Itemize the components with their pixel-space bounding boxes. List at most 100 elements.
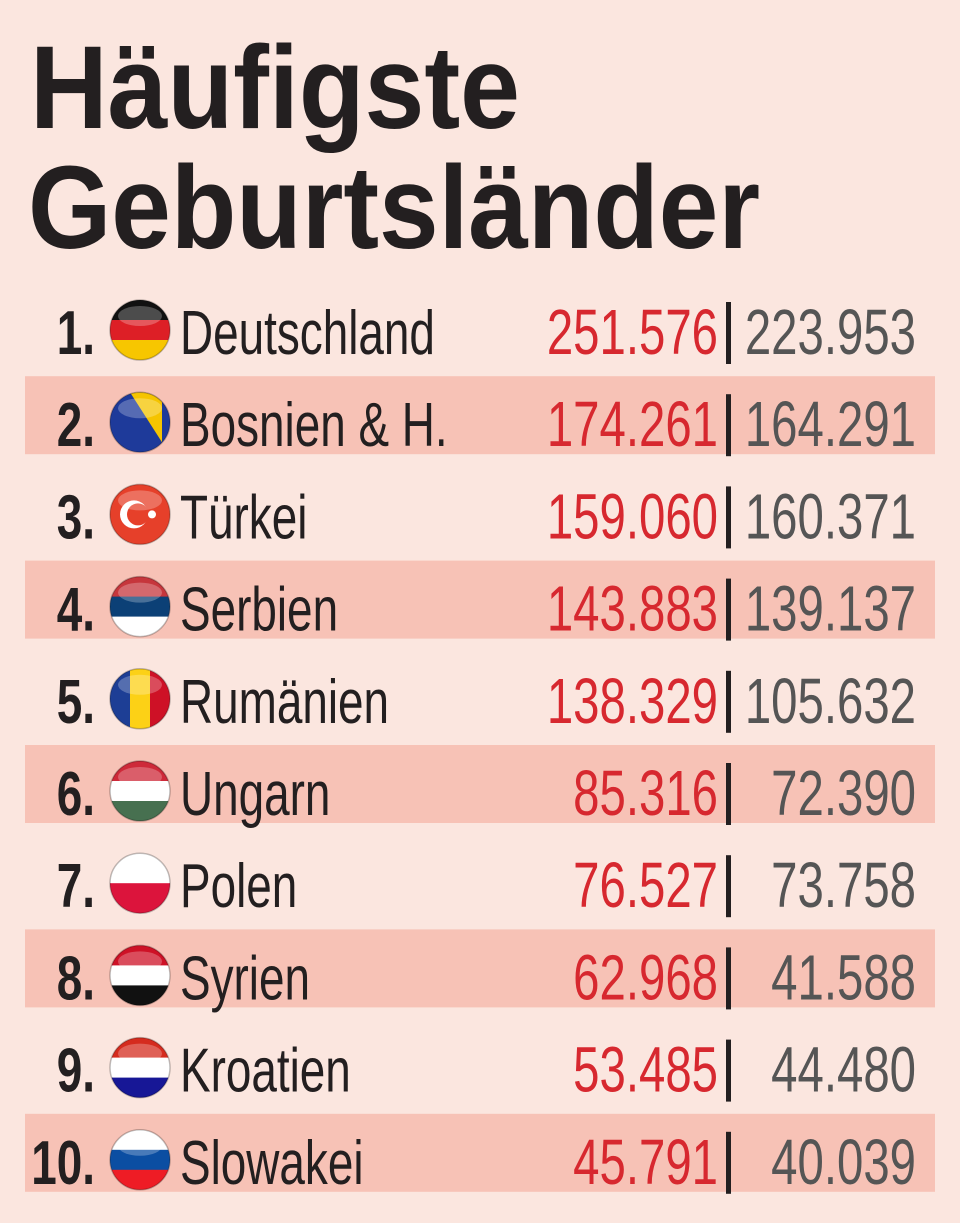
value-current: 85.316 — [573, 757, 718, 829]
flag — [110, 484, 170, 545]
flag-rim — [109, 483, 171, 546]
flag-rim — [109, 1036, 171, 1099]
rank: 5. — [57, 667, 95, 736]
flag-stripe — [110, 340, 170, 360]
country-name: Rumänien — [180, 667, 389, 736]
value-current: 174.261 — [547, 388, 718, 460]
flag-gloss — [118, 1135, 162, 1156]
separator — [726, 486, 731, 549]
separator — [726, 394, 731, 457]
flag-stripe — [110, 1077, 170, 1098]
value-previous: 139.137 — [745, 573, 916, 645]
row-highlight — [25, 560, 935, 639]
value-current: 53.485 — [573, 1034, 718, 1106]
rank: 8. — [57, 944, 95, 1013]
row-highlight — [25, 1113, 935, 1192]
flag-rim — [109, 852, 171, 914]
value-previous: 164.291 — [745, 388, 916, 460]
country-name: Slowakei — [180, 1128, 364, 1197]
flag-stripe — [110, 1037, 170, 1059]
flag-stripe — [110, 1057, 170, 1079]
flag-stripe — [110, 781, 170, 802]
separator — [726, 578, 731, 641]
flag-stripe — [110, 1129, 170, 1151]
flag-stripe — [110, 985, 170, 1006]
value-current: 45.791 — [573, 1126, 718, 1198]
value-previous: 41.588 — [771, 941, 916, 1013]
flag-gloss — [118, 306, 162, 326]
flag-stripe — [110, 320, 170, 341]
flag-stripe — [110, 1169, 170, 1190]
rank: 9. — [57, 1036, 95, 1105]
flag — [110, 576, 170, 637]
flag-rim — [109, 575, 171, 638]
flag-stripe — [110, 801, 170, 821]
separator — [726, 302, 731, 364]
flag-stripe — [110, 616, 170, 637]
flag-stripe — [110, 596, 170, 618]
country-name: Deutschland — [180, 298, 435, 367]
row-highlight — [25, 745, 935, 823]
table: 1. Deutschland 251.576 223.953 2. Bosnien & H… — [25, 296, 935, 1197]
flag — [110, 1037, 170, 1098]
flag-stripe — [110, 668, 131, 729]
flag — [110, 761, 170, 821]
flag-gloss — [118, 767, 162, 787]
country-name: Türkei — [180, 483, 307, 552]
flag-gloss — [118, 1043, 162, 1064]
value-previous: 73.758 — [771, 849, 916, 921]
flag-gloss — [118, 582, 162, 603]
rank: 1. — [57, 298, 95, 367]
flag-gloss — [118, 951, 162, 972]
flag-rim — [109, 299, 171, 361]
flag-stripe — [110, 965, 170, 986]
flag-stripe — [110, 576, 170, 598]
value-current: 143.883 — [547, 573, 718, 645]
flag-rim — [109, 944, 171, 1007]
flag-crescent — [127, 503, 149, 526]
value-current: 76.527 — [573, 849, 718, 921]
rank: 2. — [57, 390, 95, 459]
flag-gloss — [118, 490, 162, 511]
value-current: 159.060 — [547, 480, 718, 552]
flag-rim — [109, 391, 171, 453]
flag-stripe — [150, 668, 170, 729]
flag — [110, 668, 170, 729]
separator — [726, 670, 731, 733]
country-name: Serbien — [180, 575, 338, 644]
rank: 10. — [31, 1128, 95, 1197]
rank: 7. — [57, 851, 95, 920]
value-current: 251.576 — [547, 296, 718, 368]
rank: 3. — [57, 483, 95, 552]
flag-star — [148, 510, 156, 519]
country-name: Syrien — [180, 944, 310, 1013]
flag-stripe — [110, 1149, 170, 1171]
flag-rim — [109, 760, 171, 822]
value-previous: 72.390 — [771, 757, 916, 829]
row-highlight — [25, 376, 935, 455]
country-name: Bosnien & H. — [180, 390, 448, 459]
row-highlight — [25, 929, 935, 1008]
flag-triangle — [130, 392, 162, 443]
value-previous: 44.480 — [771, 1034, 916, 1106]
flag-gloss — [118, 859, 162, 880]
country-name: Kroatien — [180, 1036, 351, 1105]
flag-rim — [109, 668, 171, 730]
value-current: 62.968 — [573, 941, 718, 1013]
flag-stripe — [110, 761, 170, 782]
value-current: 138.329 — [547, 665, 718, 737]
value-previous: 40.039 — [771, 1126, 916, 1198]
flag-rim — [109, 1129, 171, 1191]
value-previous: 223.953 — [745, 296, 916, 368]
country-name: Ungarn — [180, 759, 330, 828]
flag — [110, 945, 170, 1006]
flag-gloss — [118, 674, 162, 695]
flag — [110, 392, 170, 453]
rank: 6. — [57, 759, 95, 828]
separator — [726, 947, 731, 1010]
country-name: Polen — [180, 851, 297, 920]
title-line: Geburtsländer — [28, 142, 760, 274]
separator — [726, 1131, 731, 1194]
flag-stripe — [110, 300, 170, 321]
